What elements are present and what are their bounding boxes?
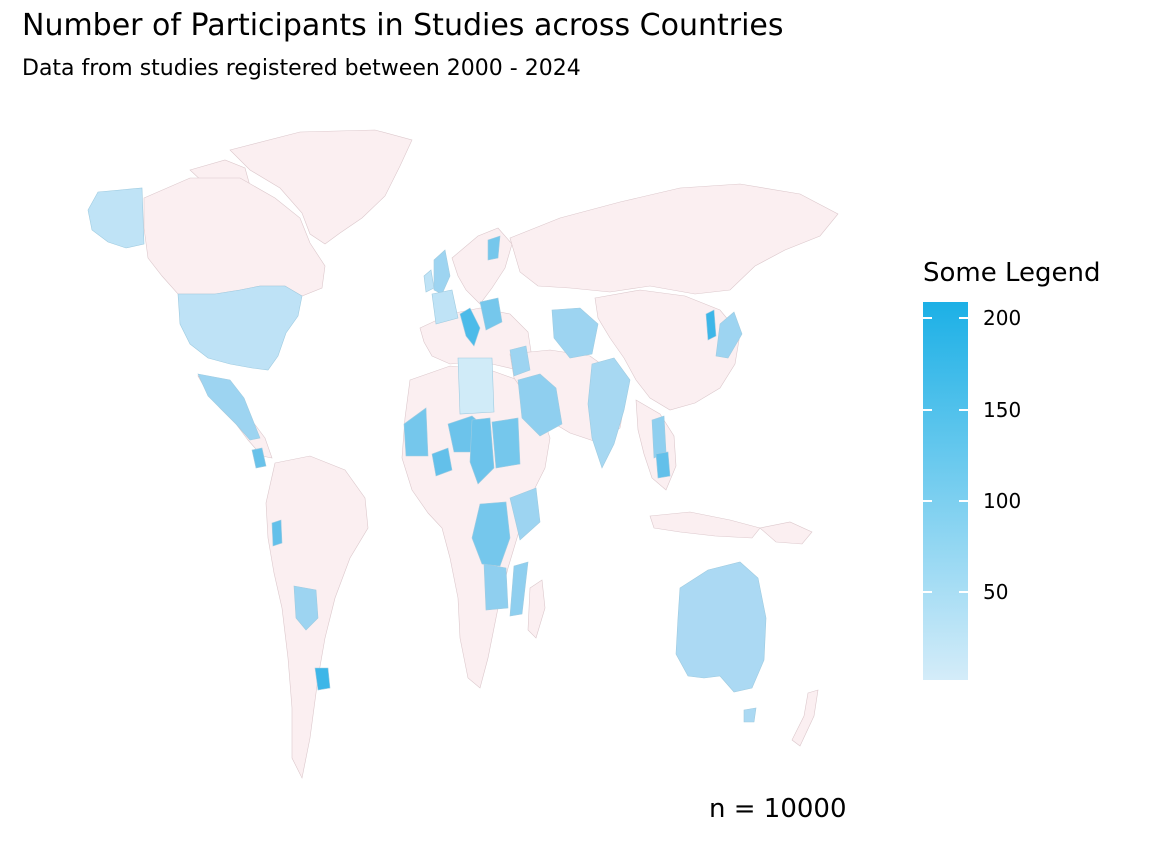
country-dr-congo bbox=[471, 501, 511, 567]
country-saudi-arabia bbox=[517, 373, 563, 437]
legend-tick-label: 100 bbox=[983, 489, 1022, 513]
country-india bbox=[587, 357, 631, 469]
land-indonesia bbox=[649, 511, 761, 539]
country-mozambique bbox=[509, 561, 529, 617]
country-chad bbox=[469, 417, 495, 485]
country-paraguay bbox=[293, 585, 319, 631]
legend-color-bar bbox=[923, 302, 968, 680]
land-new-zealand bbox=[791, 689, 819, 747]
legend-title: Some Legend bbox=[923, 258, 1101, 288]
country-mexico bbox=[197, 373, 261, 441]
country-uruguay bbox=[314, 667, 331, 691]
land-east-asia bbox=[594, 289, 741, 411]
chart-title: Number of Participants in Studies across… bbox=[22, 8, 784, 43]
country-sudan bbox=[491, 417, 521, 469]
country-tasmania bbox=[743, 707, 757, 723]
chart-subtitle: Data from studies registered between 200… bbox=[22, 56, 581, 81]
country-japan bbox=[715, 311, 743, 359]
land-russia bbox=[509, 183, 839, 295]
country-finland bbox=[487, 235, 501, 261]
country-italy bbox=[459, 307, 481, 347]
legend-tick-label: 200 bbox=[983, 306, 1022, 330]
legend-tick-label: 50 bbox=[983, 580, 1009, 604]
country-usa bbox=[177, 285, 303, 371]
country-france bbox=[431, 289, 459, 325]
land-new-guinea bbox=[759, 521, 813, 545]
legend-tick-label: 150 bbox=[983, 398, 1022, 422]
country-ireland bbox=[423, 269, 435, 293]
land-madagascar bbox=[527, 579, 546, 639]
country-kazakhstan bbox=[551, 307, 599, 359]
country-libya bbox=[457, 357, 495, 415]
country-mali bbox=[403, 407, 429, 457]
country-kenya bbox=[509, 487, 541, 541]
country-thailand bbox=[651, 415, 667, 459]
sample-size-caption: n = 10000 bbox=[709, 794, 847, 824]
country-alaska bbox=[87, 187, 145, 249]
land-scandinavia bbox=[451, 227, 513, 305]
country-turkey bbox=[509, 345, 531, 377]
country-nicaragua bbox=[251, 447, 267, 469]
world-map bbox=[87, 129, 839, 779]
country-nigeria bbox=[431, 447, 453, 477]
country-vietnam bbox=[655, 451, 671, 479]
country-ecuador bbox=[271, 519, 283, 547]
country-australia bbox=[675, 561, 767, 693]
country-zambia bbox=[483, 563, 509, 611]
country-uk bbox=[433, 249, 451, 295]
country-korea bbox=[705, 309, 717, 341]
country-hungary bbox=[479, 297, 503, 331]
land-greenland bbox=[229, 129, 413, 245]
